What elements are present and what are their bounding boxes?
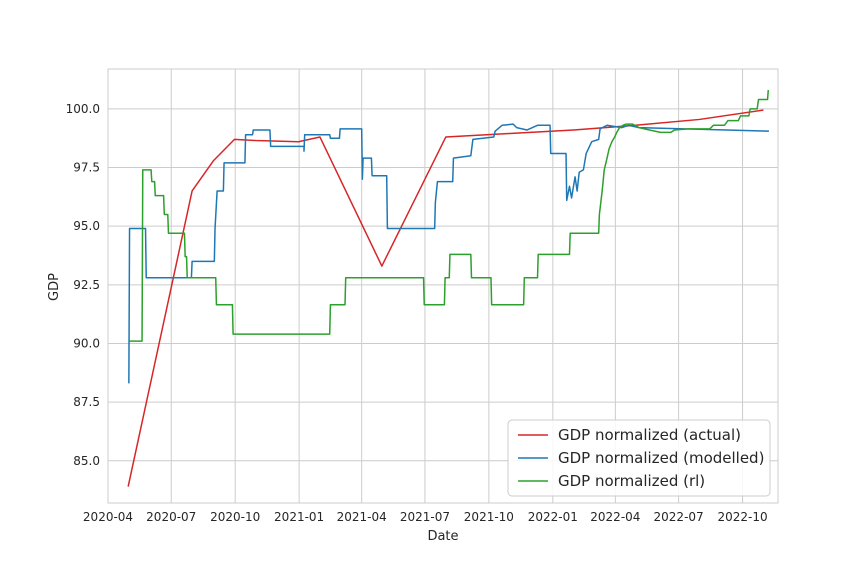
tick-labels: 2020-04 2020-07 2020-10 2021-01 2021-04 2021-… [66, 102, 768, 524]
x-tick-label: 2021-07 [400, 510, 450, 524]
x-tick-label: 2022-04 [590, 510, 640, 524]
y-axis-label: GDP [47, 273, 62, 301]
x-tick-label: 2022-07 [654, 510, 704, 524]
legend-label: GDP normalized (modelled) [558, 449, 764, 467]
x-tick-label: 2020-07 [146, 510, 196, 524]
x-tick-label: 2021-01 [274, 510, 324, 524]
y-tick-label: 85.0 [73, 454, 100, 468]
x-tick-label: 2022-10 [717, 510, 767, 524]
legend: GDP normalized (actual) GDP normalized (m… [507, 419, 771, 497]
y-tick-label: 97.5 [73, 161, 100, 175]
y-tick-label: 100.0 [66, 102, 100, 116]
x-tick-label: 2021-10 [464, 510, 514, 524]
legend-label: GDP normalized (rl) [558, 472, 705, 490]
y-tick-label: 92.5 [73, 278, 100, 292]
x-tick-label: 2020-10 [210, 510, 260, 524]
y-tick-label: 87.5 [73, 395, 100, 409]
series-line-2 [128, 90, 770, 342]
y-tick-label: 95.0 [73, 219, 100, 233]
y-tick-label: 90.0 [73, 336, 100, 350]
x-tick-label: 2022-01 [528, 510, 578, 524]
x-tick-label: 2020-04 [83, 510, 133, 524]
x-tick-label: 2021-04 [337, 510, 387, 524]
legend-label: GDP normalized (actual) [558, 426, 741, 444]
series-line-1 [128, 123, 769, 384]
legend-box [507, 419, 771, 497]
plot-frame [107, 68, 779, 504]
series-layer [127, 90, 770, 487]
x-axis-label: Date [427, 529, 458, 544]
